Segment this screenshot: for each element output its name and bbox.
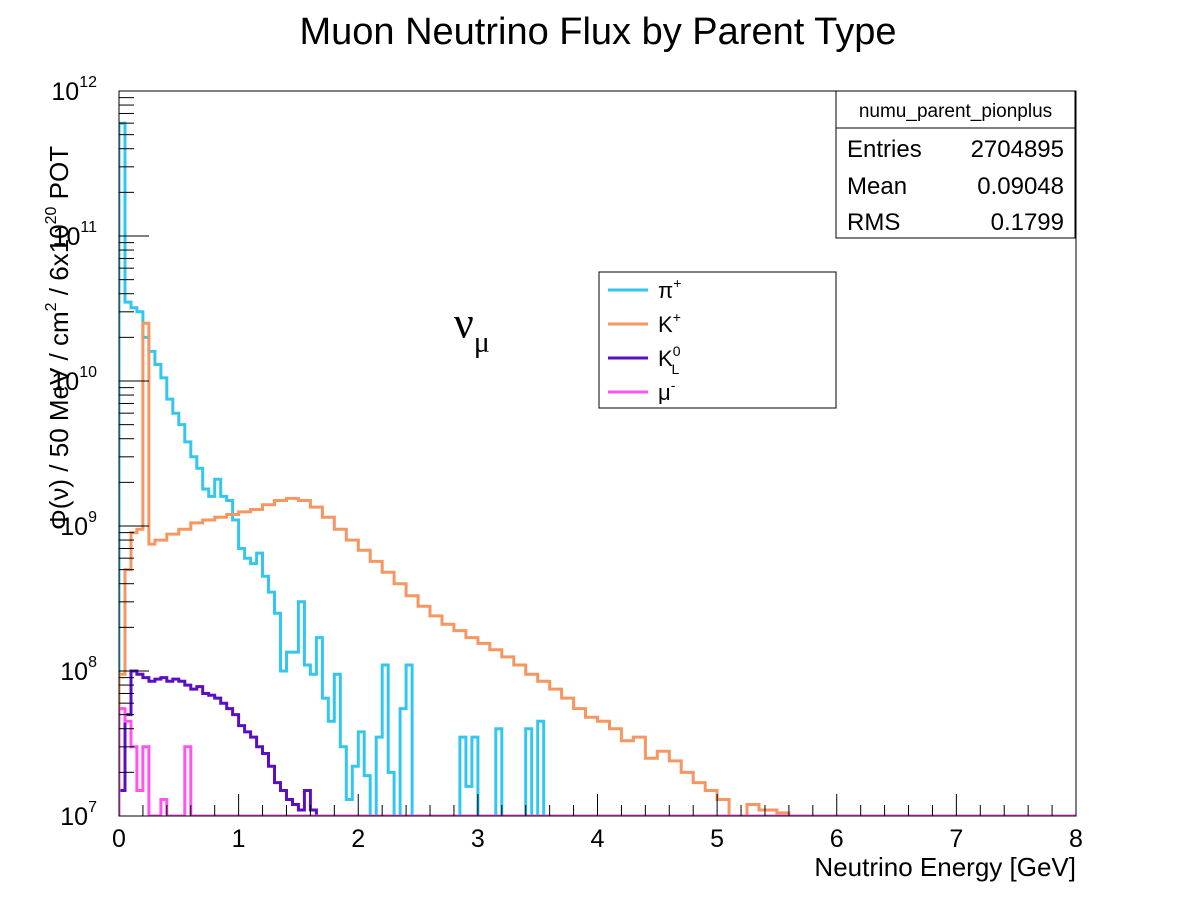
y-tick-label: 109 xyxy=(60,509,97,541)
legend: π+K+K0 Lμ- xyxy=(598,271,837,409)
y-tick-base: 10 xyxy=(60,513,88,541)
y-axis-label: Φ(ν) / 50 MeV / cm2 / 6x1020 POT xyxy=(43,146,74,530)
stats-box-frame xyxy=(835,90,1076,239)
stats-box: numu_parent_pionplus Entries 2704895 Mea… xyxy=(835,90,1076,239)
x-tick-label: 2 xyxy=(351,825,365,853)
legend-label-main: π xyxy=(658,278,673,303)
y-axis-label-pot-exp: 20 xyxy=(43,206,60,224)
series-line-3 xyxy=(119,669,1076,816)
y-tick-label: 108 xyxy=(60,654,97,686)
x-tick-label: 7 xyxy=(949,825,963,853)
y-tick-exp: 7 xyxy=(88,799,97,816)
y-tick-base: 10 xyxy=(60,803,88,831)
legend-label-sup: + xyxy=(673,275,681,291)
legend-label: K+ xyxy=(658,309,681,337)
stats-mean-label: Mean xyxy=(847,173,907,200)
legend-label-sup: 0 xyxy=(673,343,681,359)
y-axis-label-prefix: Φ(ν) / 50 MeV / cm xyxy=(44,311,74,530)
y-tick-label: 107 xyxy=(60,799,97,831)
y-tick-label: 1010 xyxy=(51,364,97,396)
y-axis-label-suffix: POT xyxy=(44,146,74,207)
legend-label: μ- xyxy=(658,377,676,405)
stats-entries-label: Entries xyxy=(847,136,922,163)
y-tick-base: 10 xyxy=(51,78,79,106)
y-tick-label: 1011 xyxy=(53,219,98,251)
legend-label-sup: + xyxy=(673,309,681,325)
y-tick-exp: 9 xyxy=(88,509,97,526)
svg-text:νμ: νμ xyxy=(454,298,490,358)
stats-box-name: numu_parent_pionplus xyxy=(859,101,1052,122)
legend-label: K0 L xyxy=(658,343,681,377)
x-tick-label: 6 xyxy=(830,825,844,853)
series-line-2 xyxy=(119,321,1076,816)
legend-label-sup: - xyxy=(671,377,676,393)
series-line-1 xyxy=(119,121,1076,816)
x-tick-label: 4 xyxy=(591,825,605,853)
y-axis-label-cm-exp: 2 xyxy=(43,302,60,311)
x-tick-label: 5 xyxy=(710,825,724,853)
y-tick-exp: 8 xyxy=(88,654,97,671)
stats-rms-value: 0.1799 xyxy=(991,209,1064,236)
legend-label-main: μ xyxy=(658,380,671,405)
x-axis: 0 1 2 3 4 5 6 7 8 xyxy=(112,794,1083,853)
y-axis-label-mid: / 6x10 xyxy=(44,224,74,302)
series-line-4 xyxy=(119,707,1076,816)
y-tick-exp: 11 xyxy=(80,219,97,236)
annotation-mu: μ xyxy=(474,325,490,358)
y-tick-exp: 12 xyxy=(79,74,97,91)
x-tick-label: 1 xyxy=(232,825,246,853)
series-layer xyxy=(119,121,1076,816)
y-tick-base: 10 xyxy=(51,368,79,396)
stats-mean-value: 0.09048 xyxy=(977,173,1064,200)
y-tick-base: 10 xyxy=(53,223,81,251)
legend-box xyxy=(598,271,837,409)
x-tick-label: 0 xyxy=(112,825,126,853)
annotation-nu: ν xyxy=(454,298,474,347)
y-tick-label: 1012 xyxy=(51,74,97,106)
legend-label: π+ xyxy=(658,275,681,303)
stats-rms-label: RMS xyxy=(847,209,900,236)
chart-title: Muon Neutrino Flux by Parent Type xyxy=(299,11,896,53)
x-axis-label: Neutrino Energy [GeV] xyxy=(814,852,1076,882)
x-tick-label: 3 xyxy=(471,825,485,853)
legend-label-main: K xyxy=(658,312,673,337)
nu-mu-annotation: νμ xyxy=(454,298,490,358)
y-tick-base: 10 xyxy=(60,658,88,686)
x-tick-label: 8 xyxy=(1069,825,1083,853)
legend-label-sub: L xyxy=(671,361,679,377)
y-tick-exp: 10 xyxy=(79,364,97,381)
stats-entries-value: 2704895 xyxy=(971,136,1064,163)
legend-label-main: K xyxy=(658,346,673,371)
